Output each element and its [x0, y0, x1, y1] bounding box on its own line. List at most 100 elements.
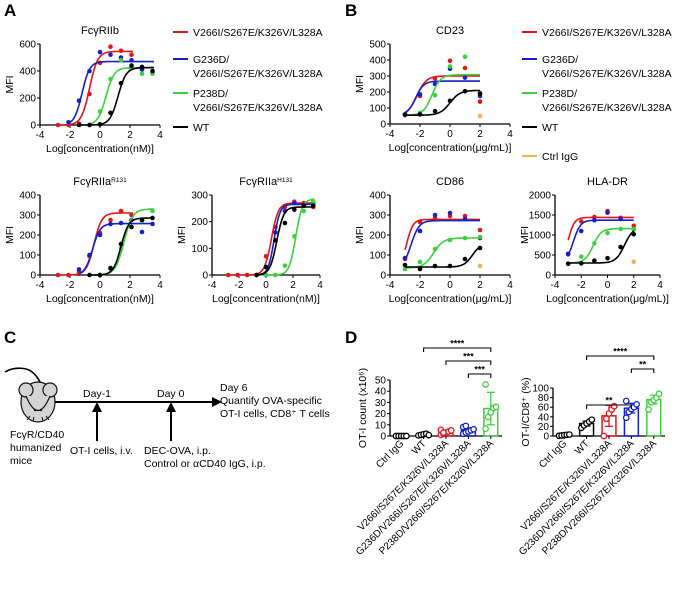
data-point-V266I: [477, 99, 483, 104]
data-point-V266I: [244, 272, 250, 278]
significance-label: **: [605, 396, 613, 406]
data-point-P238D: [605, 230, 610, 236]
significance-bracket: [630, 368, 655, 373]
data-point-P238D: [631, 226, 637, 232]
data-point-V266I: [225, 272, 231, 278]
x-tick-label: -2: [416, 280, 425, 291]
x-tick-label: 2: [127, 280, 133, 291]
curve-WT: [568, 230, 635, 264]
event-day-minus1: OT-I cells, i.v.: [70, 445, 133, 457]
timepoint-day0: Day 0: [157, 388, 185, 400]
data-point-WT: [108, 110, 113, 116]
data-point-V266I: [447, 58, 453, 64]
x-tick-label: WT: [573, 438, 592, 457]
data-point-G236D: [118, 220, 124, 226]
data-point-P238D: [462, 54, 468, 60]
significance-bracket: [423, 347, 492, 352]
data-point-WT: [129, 224, 134, 230]
x-tick-label: 4: [157, 280, 163, 291]
mouse-label-line2: humanized: [10, 442, 62, 454]
x-tick-label: V266I/S267E/K326V/L328A: [519, 438, 614, 533]
x-tick-label: -4: [386, 129, 395, 140]
panel-label-a: A: [4, 1, 16, 20]
y-tick-label: 100: [532, 384, 549, 395]
data-point-G236D: [76, 98, 82, 103]
data-point-WT: [477, 245, 483, 251]
y-axis-label: MFI: [176, 226, 188, 244]
data-point: [447, 427, 455, 434]
data-point-G236D: [432, 212, 438, 218]
data-point-G236D: [139, 229, 145, 235]
data-point-V266I: [129, 52, 134, 58]
data-point-P238D: [282, 263, 288, 268]
y-tick-label: 500: [369, 40, 386, 51]
x-tick-label: 2: [290, 280, 296, 291]
data-point-WT: [417, 112, 423, 117]
data-point-P238D: [139, 71, 145, 76]
curve-G236D: [78, 222, 154, 275]
chart-title: FcγRIIaR131: [73, 176, 127, 188]
data-point-WT: [402, 112, 408, 117]
data-point-WT: [118, 80, 124, 86]
y-axis-label: OT-I/CD8⁺ (%): [520, 377, 532, 446]
chart-B2: 0 100 200 300 400 -4 -2 0 2 4 Log[concentration(μg…: [354, 176, 513, 305]
x-tick-label: -4: [386, 280, 395, 291]
y-axis-label: MFI: [519, 226, 531, 244]
chart-title: FcγRIIaH131: [239, 176, 293, 188]
chart-title: FcγRIIb: [81, 25, 119, 37]
data-point-WT: [447, 98, 453, 104]
data-point-WT: [310, 203, 316, 208]
curve-G236D: [404, 80, 480, 114]
data-point-WT: [432, 108, 438, 114]
y-tick-label: 300: [369, 72, 386, 83]
data-point-WT: [402, 262, 408, 268]
x-tick-label: Ctrl IgG: [537, 438, 569, 470]
y-axis-label: MFI: [4, 226, 16, 244]
y-tick-label: 10: [375, 420, 387, 431]
data-point-P238D: [447, 64, 453, 69]
data-point-WT: [292, 207, 297, 212]
chart-title: HLA-DR: [587, 176, 628, 188]
data-point-V266I: [108, 217, 113, 223]
data-point-P238D: [477, 234, 483, 240]
legend-label: V266I/S267E/K326V/L328A: [193, 68, 323, 80]
data-point: [482, 425, 489, 433]
data-point-V266I: [55, 272, 61, 278]
data-point-WT: [578, 261, 584, 266]
event-day0-line2: Control or αCD40 IgG, i.p.: [144, 458, 266, 470]
panel-label-c: C: [4, 328, 16, 347]
x-tick-label: 4: [157, 130, 163, 141]
x-tick-label: -4: [551, 280, 560, 291]
x-tick-label: -2: [416, 129, 425, 140]
data-point-P238D: [301, 208, 307, 214]
y-tick-label: 2000: [529, 191, 552, 202]
data-point: [440, 429, 447, 436]
data-point: [566, 431, 573, 438]
y-tick-label: 50: [375, 376, 387, 387]
data-point-WT: [76, 122, 82, 128]
x-tick-label: 0: [447, 129, 453, 140]
data-point: [622, 414, 630, 422]
data-point-P238D: [447, 237, 453, 243]
data-point-G236D: [108, 221, 113, 227]
end-label-line2: Quantify OVA-specific: [220, 395, 322, 407]
data-point-G236D: [578, 228, 584, 234]
significance-bracket: [445, 360, 492, 365]
significance-label: ****: [613, 347, 628, 357]
x-tick-label: 0: [263, 280, 269, 291]
y-tick-label: 30: [375, 398, 387, 409]
chart-B1: 0 100 200 300 400 500 -4 -2 0 2 4 Log[concentration…: [354, 25, 513, 154]
data-point-V266I: [118, 48, 124, 54]
data-point-V266I: [432, 76, 438, 81]
y-tick-label: 300: [191, 191, 208, 202]
x-tick-label: -4: [36, 130, 45, 141]
timepoint-day-minus1: Day-1: [83, 388, 111, 400]
y-tick-label: 200: [369, 88, 386, 99]
x-tick-label: Ctrl IgG: [374, 438, 406, 470]
data-point-P238D: [263, 272, 269, 278]
data-point-WT: [592, 258, 597, 263]
x-tick-label: 4: [317, 280, 323, 291]
data-point-P238D: [432, 92, 438, 98]
data-point-P238D: [118, 57, 124, 63]
data-point-V266I: [592, 214, 597, 220]
